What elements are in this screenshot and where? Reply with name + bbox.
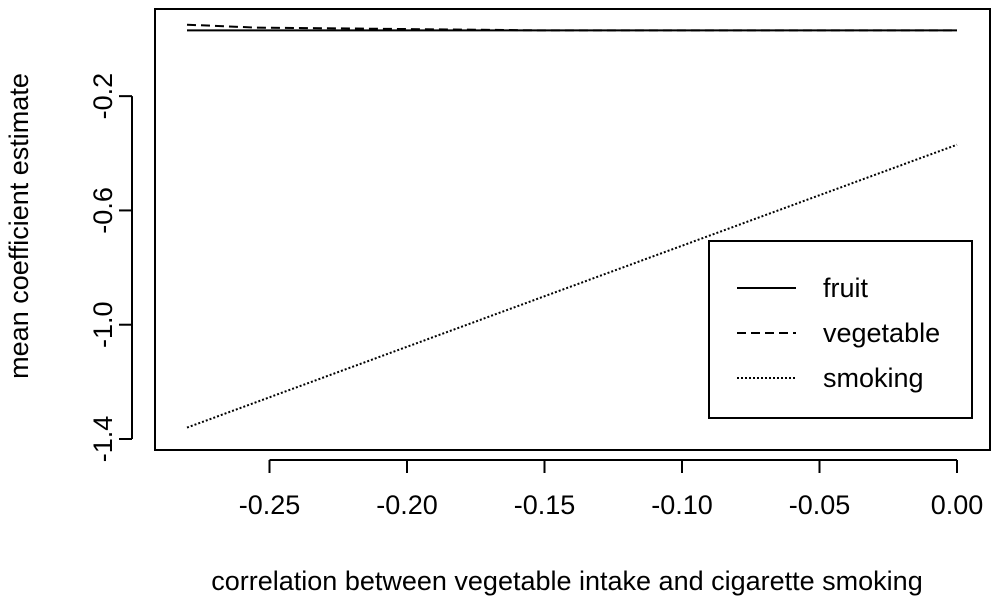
- y-axis-label: mean coefficient estimate: [4, 73, 34, 379]
- x-tick-label: -0.15: [514, 490, 576, 520]
- x-tick-label: 0.00: [931, 490, 984, 520]
- legend-box: [708, 240, 973, 419]
- y-tick-label: -1.0: [88, 301, 118, 348]
- x-tick-label: -0.05: [789, 490, 851, 520]
- legend-label-smoking: smoking: [823, 363, 924, 393]
- y-tick-label: -0.6: [88, 187, 118, 234]
- y-tick-label: -0.2: [88, 73, 118, 120]
- x-axis: -0.25 -0.20 -0.15 -0.10 -0.05 0.00: [239, 459, 984, 520]
- x-tick-label: -0.20: [376, 490, 438, 520]
- series-lines: [186, 23, 958, 429]
- y-tick-label: -1.4: [88, 416, 118, 463]
- series-line-smoking: [186, 143, 958, 429]
- legend: fruit vegetable smoking: [708, 240, 973, 419]
- y-axis: -1.4 -1.0 -0.6 -0.2: [88, 73, 133, 463]
- legend-label-fruit: fruit: [823, 273, 869, 303]
- legend-label-vegetable: vegetable: [823, 318, 940, 348]
- plot-frame: [154, 8, 991, 451]
- x-axis-label: correlation between vegetable intake and…: [211, 566, 922, 596]
- series-line-vegetable: [186, 23, 957, 32]
- x-tick-label: -0.25: [239, 490, 301, 520]
- x-tick-label: -0.10: [651, 490, 713, 520]
